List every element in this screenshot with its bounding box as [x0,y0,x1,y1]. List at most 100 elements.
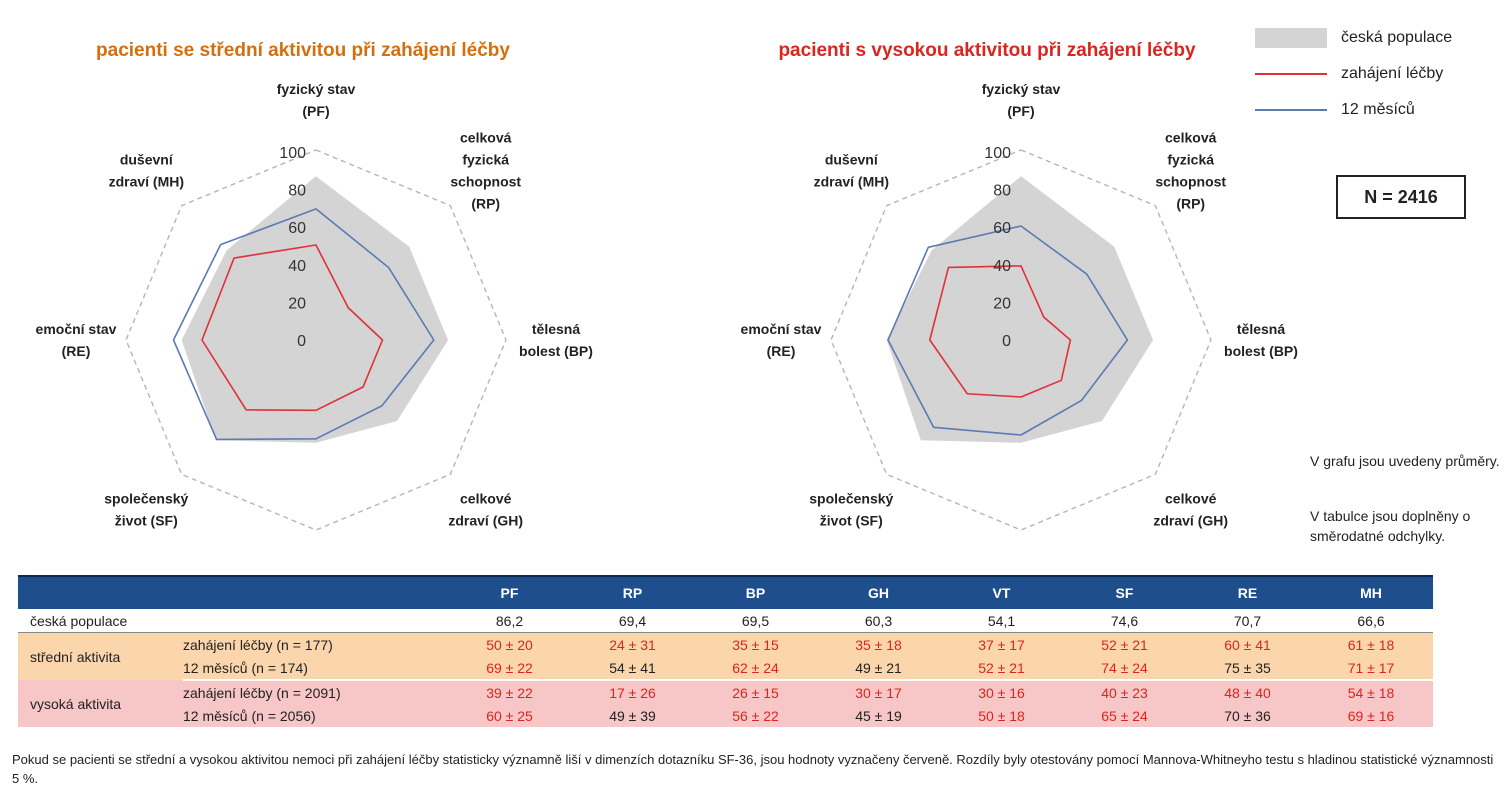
series-population-area [181,176,449,443]
table-header-cell: MH [1309,575,1433,609]
axis-label: schopnost [450,173,521,189]
axis-label: (RP) [471,195,500,211]
tick-label: 20 [993,295,1011,312]
table-cell: 40 ± 23 [1063,680,1186,704]
axis-label: bolest (BP) [1224,343,1298,359]
table-row: 12 měsíců (n = 2056) 60 ± 25 49 ± 39 56 ± 2… [18,704,1433,727]
group-label: střední aktivita [18,632,183,680]
table-cell: 37 ± 17 [940,632,1063,656]
table-row: vysoká aktivita zahájení léčby (n = 2091)… [18,680,1433,727]
legend-item-start: zahájení léčby [1255,56,1495,92]
tick-label: 100 [984,145,1011,162]
axis-label: celková [460,129,512,145]
table-cell: 66,6 [1309,609,1433,633]
axis-label: celková [1165,129,1217,145]
legend-item-twelve-months: 12 měsíců [1255,92,1495,128]
axis-label: celkové [1165,491,1217,507]
axis-label: (RE) [767,343,796,359]
table-cell: 49 ± 39 [571,704,694,727]
axis-label: tělesná [532,321,580,337]
table-cell: 70 ± 36 [1186,704,1309,727]
row-label: zahájení léčby (n = 2091) [183,680,448,704]
table-cell: 30 ± 17 [817,680,940,704]
radar-grid [125,149,507,531]
legend-item-population: česká populace [1255,20,1495,56]
row-label: česká populace [18,609,448,633]
table-cell: 48 ± 40 [1186,680,1309,704]
legend-label-twelve-months: 12 měsíců [1341,101,1415,118]
tick-label: 60 [288,220,306,237]
table-header-blank [183,575,448,609]
table-header-cell: GH [817,575,940,609]
series-twelve-months-area [172,208,435,441]
table-cell: 70,7 [1186,609,1309,633]
row-label: 12 měsíců (n = 2056) [183,704,448,727]
axis-label: společenský [809,491,893,507]
table-cell: 75 ± 35 [1186,656,1309,681]
axis-label: fyzický stav [982,81,1061,97]
axis-label: zdraví (GH) [448,513,523,529]
table-cell: 62 ± 24 [694,656,817,681]
axis-label: (PF) [1007,103,1034,119]
results-table: PF RP BP GH VT SF RE MH česká populace 86… [18,575,1433,727]
axis-label: emoční stav [36,321,117,337]
axis-label: bolest (BP) [519,343,593,359]
table-cell: 45 ± 19 [817,704,940,727]
table-body: česká populace 86,2 69,4 69,5 60,3 54,1 74,6 70… [18,609,1433,727]
table-cell: 60 ± 41 [1186,632,1309,656]
table-row: střední aktivita zahájení léčby (n = 177)… [18,632,1433,680]
table-row: 12 měsíců (n = 174) 69 ± 22 54 ± 41 62 ± 24… [18,656,1433,681]
table-header-blank [18,575,183,609]
axis-label: (PF) [302,103,329,119]
table-cell: 30 ± 16 [940,680,1063,704]
tick-label: 40 [288,258,306,275]
axis-label: emoční stav [741,321,822,337]
table-cell: 54,1 [940,609,1063,633]
legend-swatch-population [1255,28,1327,48]
radar-grid [830,149,1212,531]
legend-label-population: česká populace [1341,29,1453,46]
table-cell: 60 ± 25 [448,704,571,727]
radar-chart-high: 0 20 40 60 80 100 fyzický stav (PF) celková fyzic… [741,81,1298,531]
tick-label: 0 [1002,333,1011,350]
row-label: 12 měsíců (n = 174) [183,656,448,681]
axis-label: fyzická [462,151,509,167]
axis-label: (RP) [1176,195,1205,211]
table-cell: 54 ± 41 [571,656,694,681]
axis-label: zdraví (GH) [1153,513,1228,529]
sample-size-box: N = 2416 [1336,175,1466,219]
legend-label-start: zahájení léčby [1341,65,1444,82]
table-header-cell: BP [694,575,817,609]
tick-label: 100 [279,145,306,162]
legend-line-start [1255,73,1327,75]
axis-label: fyzický stav [277,81,356,97]
table-cell: 35 ± 18 [817,632,940,656]
tick-label: 0 [297,333,306,350]
table-cell: 24 ± 31 [571,632,694,656]
axis-label: život (SF) [115,513,178,529]
table-cell: 74,6 [1063,609,1186,633]
table-cell: 86,2 [448,609,571,633]
series-start-area [201,244,384,412]
table-cell: 26 ± 15 [694,680,817,704]
axis-label: život (SF) [820,513,883,529]
tick-label: 80 [288,183,306,200]
table-header-cell: SF [1063,575,1186,609]
table-cell: 52 ± 21 [1063,632,1186,656]
table-cell: 17 ± 26 [571,680,694,704]
table-cell: 69,4 [571,609,694,633]
table-cell: 71 ± 17 [1309,656,1433,681]
axis-label: zdraví (MH) [109,173,184,189]
series-start-area [929,265,1072,398]
table-cell: 49 ± 21 [817,656,940,681]
axis-label: (RE) [62,343,91,359]
table-header-cell: PF [448,575,571,609]
chart-legend: česká populace zahájení léčby 12 měsíců [1255,20,1495,128]
table-cell: 54 ± 18 [1309,680,1433,704]
legend-line-twelve-months [1255,109,1327,111]
axis-label: společenský [104,491,188,507]
row-label: zahájení léčby (n = 177) [183,632,448,656]
table-cell: 50 ± 18 [940,704,1063,727]
series-twelve-months-area [887,225,1129,436]
table-cell: 65 ± 24 [1063,704,1186,727]
